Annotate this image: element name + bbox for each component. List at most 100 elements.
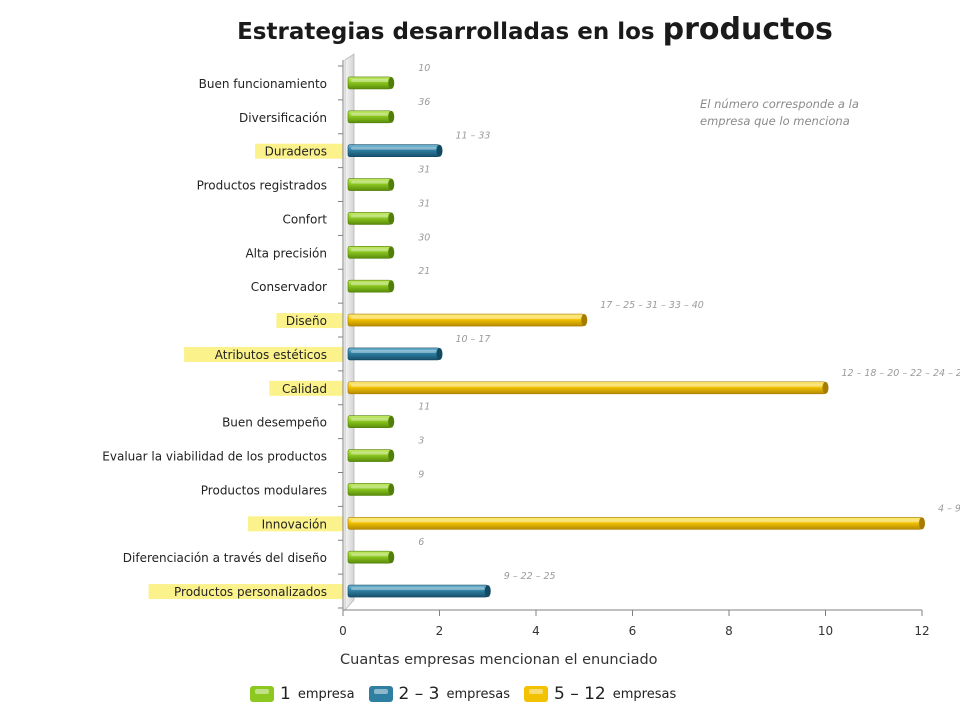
legend-count: 2 – 3: [398, 684, 440, 704]
bar-shine: [351, 553, 389, 557]
bar: [347, 212, 392, 225]
legend-item-1: 1 empresa: [250, 684, 355, 704]
legend-item-3: 5 – 12 empresas: [523, 684, 677, 704]
bar-annotation: 11: [418, 402, 430, 413]
category-label: Alta precisión: [245, 246, 327, 260]
bar: [347, 381, 826, 395]
bar-end-cap: [484, 585, 491, 598]
bar-annotation: 10: [418, 63, 430, 74]
bar: [347, 517, 923, 530]
legend-label: empresas: [612, 686, 677, 702]
bar-shine: [351, 112, 389, 116]
bar-end-cap: [388, 212, 395, 225]
bar-shine: [351, 587, 485, 591]
legend: 1 empresa 2 – 3 empresas 5 – 12 empresas: [250, 679, 690, 709]
bar-shine: [351, 214, 389, 218]
chart-title-emphasis: productos: [662, 12, 833, 47]
bar-shine: [351, 485, 389, 489]
bar: [347, 347, 440, 361]
category-label: Atributos estéticos: [215, 348, 327, 362]
bar-annotation: 31: [418, 165, 430, 176]
bar-shine: [351, 146, 437, 150]
bar-shine: [351, 78, 389, 82]
bar-annotation: 6: [418, 537, 424, 548]
bar-end-cap: [388, 280, 395, 293]
bar-shine: [351, 417, 389, 421]
bar: [347, 279, 392, 293]
bar: [347, 76, 392, 90]
legend-count: 1: [280, 684, 291, 704]
bar-annotation: 10 – 17: [456, 334, 491, 345]
bar-shine: [351, 451, 389, 455]
category-highlight: [269, 380, 343, 396]
bar: [347, 144, 440, 157]
category-label: Innovación: [262, 517, 327, 531]
category-label: Diferenciación a través del diseño: [123, 551, 327, 565]
bar: [347, 110, 392, 124]
chart-title-main: Estrategias desarrolladas en los: [237, 19, 655, 45]
bar-end-cap: [388, 415, 395, 428]
bar-end-cap: [388, 246, 395, 259]
bar-annotation: 12 – 18 – 20 – 22 – 24 – 25 – 30 – 35 – …: [842, 368, 960, 379]
bar-shine: [351, 316, 582, 320]
bar: [347, 449, 392, 462]
legend-label: empresas: [446, 686, 510, 702]
bar-annotation: 31: [418, 198, 430, 209]
legend-label: empresa: [297, 686, 355, 702]
category-label: Diversificación: [239, 111, 327, 125]
category-label: Productos registrados: [197, 179, 327, 193]
bar-end-cap: [388, 110, 395, 123]
bar-end-cap: [388, 178, 395, 191]
category-label: Calidad: [282, 382, 327, 396]
bar: [347, 313, 585, 327]
category-highlight: [255, 143, 343, 159]
x-tick-label: 10: [818, 624, 833, 638]
bar-shine: [351, 519, 919, 523]
category-label: Duraderos: [265, 145, 327, 159]
bar-shine: [351, 349, 437, 353]
bar: [347, 178, 392, 191]
bar-shine: [351, 248, 389, 252]
bar: [347, 550, 392, 564]
annotation-note: El número corresponde a la empresa que l…: [700, 97, 859, 128]
x-tick-label: 6: [629, 624, 637, 638]
x-tick-label: 4: [532, 624, 540, 638]
bar-end-cap: [388, 76, 395, 89]
bar-end-cap: [436, 144, 443, 157]
bar: [347, 483, 392, 496]
category-highlight: [248, 516, 343, 532]
legend-swatch-green: [250, 686, 274, 702]
bar-end-cap: [436, 347, 443, 360]
category-label: Diseño: [286, 314, 327, 328]
chart-wall: [344, 53, 355, 612]
x-tick-label: 0: [339, 624, 347, 638]
legend-item-2: 2 – 3 empresas: [368, 684, 510, 704]
bar-end-cap: [581, 314, 588, 327]
bar-annotation: 17 – 25 – 31 – 33 – 40: [600, 300, 704, 311]
legend-swatch-blue: [368, 686, 393, 702]
legend-swatch-yellow: [523, 686, 548, 702]
category-highlight: [148, 584, 343, 600]
category-label: Productos personalizados: [174, 585, 327, 599]
bar-end-cap: [822, 381, 829, 394]
bar-end-cap: [388, 449, 395, 462]
bar-annotation: 3: [418, 436, 424, 447]
category-highlight: [276, 313, 343, 329]
bar-annotation: 4 – 9 – 12 – 17 – 20 – 24 – 25 – 28 – 30…: [938, 503, 960, 514]
bar-annotation: 21: [418, 266, 430, 277]
category-label: Buen funcionamiento: [199, 77, 327, 91]
bar: [347, 246, 392, 259]
category-label: Conservador: [251, 280, 327, 294]
bar-annotation: 30: [418, 232, 430, 243]
bar-end-cap: [388, 551, 395, 564]
chart-title: Estrategias desarrolladas en los product…: [0, 12, 960, 47]
bar-annotation: 11 – 33: [456, 131, 491, 142]
category-label: Buen desempeño: [222, 416, 327, 430]
bar-shine: [351, 282, 389, 286]
x-tick-label: 8: [725, 624, 733, 638]
category-highlight: [184, 346, 343, 362]
category-label: Evaluar la viabilidad de los productos: [102, 450, 327, 464]
bar-end-cap: [388, 483, 395, 496]
bar-shine: [351, 383, 823, 387]
